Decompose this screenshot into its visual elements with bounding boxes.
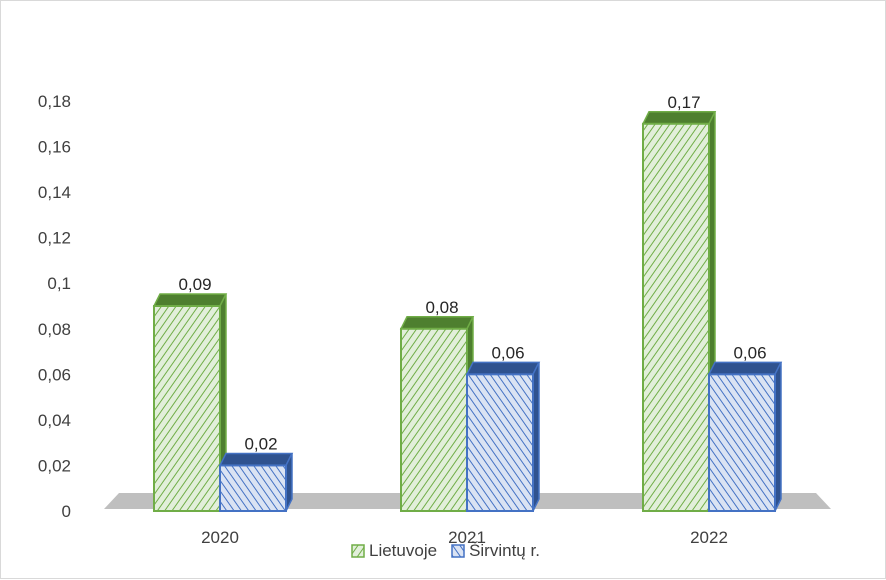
data-label: 0,06 <box>491 343 524 362</box>
legend-swatch-lietuvoje <box>351 544 365 558</box>
y-tick-label: 0 <box>62 502 71 521</box>
y-tick-label: 0,02 <box>38 456 71 475</box>
legend: Lietuvoje Širvintų r. <box>351 541 540 561</box>
data-label: 0,17 <box>667 93 700 112</box>
bar-front-face <box>643 124 709 511</box>
y-tick-label: 0,1 <box>47 274 71 293</box>
data-label: 0,02 <box>244 434 277 453</box>
x-tick-label: 2020 <box>201 528 239 547</box>
y-tick-label: 0,04 <box>38 411 71 430</box>
data-label: 0,08 <box>425 298 458 317</box>
y-tick-label: 0,08 <box>38 320 71 339</box>
y-tick-label: 0,14 <box>38 183 71 202</box>
bar-top-face <box>154 294 226 306</box>
y-tick-label: 0,18 <box>38 92 71 111</box>
y-tick-label: 0,12 <box>38 229 71 248</box>
legend-swatch-sirvintu <box>451 544 465 558</box>
bar <box>467 362 539 511</box>
bar-top-face <box>220 453 292 465</box>
bar-top-face <box>467 362 539 374</box>
legend-item-sirvintu: Širvintų r. <box>451 541 540 561</box>
bar-top-face <box>709 362 781 374</box>
bar-front-face <box>467 374 533 511</box>
bar-front-face <box>154 306 220 511</box>
bar <box>709 362 781 511</box>
y-tick-label: 0,16 <box>38 138 71 157</box>
y-tick-label: 0,06 <box>38 365 71 384</box>
legend-label-sirvintu: Širvintų r. <box>469 541 540 561</box>
bar <box>154 294 226 511</box>
data-label: 0,09 <box>178 275 211 294</box>
bar-front-face <box>220 465 286 511</box>
x-tick-label: 2022 <box>690 528 728 547</box>
legend-item-lietuvoje: Lietuvoje <box>351 541 437 561</box>
bar-top-face <box>643 112 715 124</box>
data-label: 0,06 <box>733 343 766 362</box>
bar-front-face <box>709 374 775 511</box>
bar-front-face <box>401 329 467 511</box>
bar <box>401 317 473 511</box>
legend-label-lietuvoje: Lietuvoje <box>369 541 437 561</box>
bar-top-face <box>401 317 473 329</box>
bar <box>220 453 292 511</box>
bar <box>643 112 715 511</box>
